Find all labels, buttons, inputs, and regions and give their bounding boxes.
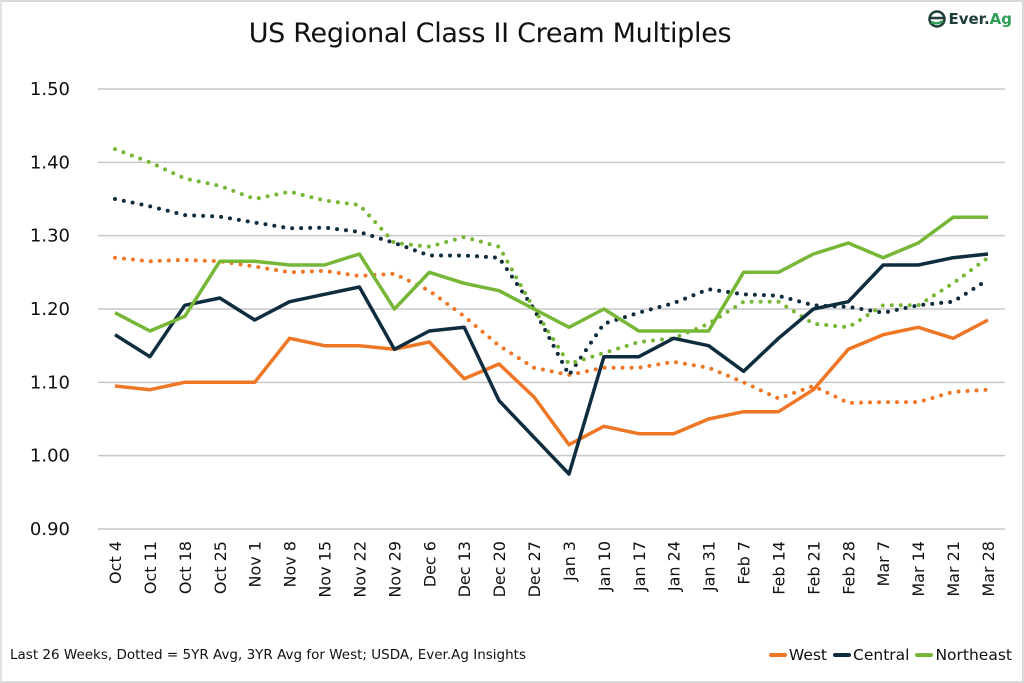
- y-tick-label: 1.30: [30, 226, 70, 247]
- legend-swatch-central: [833, 653, 852, 657]
- x-tick-label: Oct 25: [211, 541, 230, 594]
- x-tick-label: Oct 11: [141, 541, 160, 594]
- legend-label-west: West: [788, 646, 828, 664]
- ever-ag-logo-icon: [928, 10, 947, 28]
- x-tick-label: Nov 1: [246, 541, 265, 588]
- x-tick-label: Jan 31: [700, 541, 719, 592]
- y-axis-ticks: 1.50 1.40 1.30 1.20 1.10 1.00 0.90: [30, 79, 70, 540]
- chart-legend: West Central Northeast: [768, 646, 1012, 664]
- x-tick-label: Dec 13: [455, 541, 474, 597]
- x-tick-label: Oct 18: [176, 541, 195, 594]
- ever-ag-logo: Ever. Ag: [928, 10, 1012, 28]
- y-tick-label: 1.20: [30, 299, 70, 320]
- legend-swatch-west: [768, 653, 787, 657]
- y-tick-label: 1.10: [30, 372, 70, 393]
- x-tick-label: Feb 14: [769, 541, 788, 595]
- x-tick-label: Nov 15: [316, 541, 335, 598]
- series-line-northeast: [114, 215, 988, 333]
- chart-footnote: Last 26 Weeks, Dotted = 5YR Avg, 3YR Avg…: [10, 647, 526, 663]
- y-tick-label: 1.50: [30, 79, 70, 100]
- x-tick-label: Oct 4: [106, 541, 125, 584]
- x-tick-label: Feb 28: [839, 541, 858, 595]
- x-axis-ticks: Oct 4 Oct 11 Oct 18 Oct 25 Nov 1 Nov 8 Nov 15 N…: [106, 541, 998, 598]
- x-tick-label: Dec 20: [490, 541, 509, 597]
- legend-label-northeast: Northeast: [935, 646, 1012, 664]
- x-tick-label: Dec 6: [420, 541, 439, 587]
- x-tick-label: Jan 24: [665, 541, 684, 592]
- series-line-northeast-5yr-avg: [113, 147, 990, 366]
- series-line-west: [114, 318, 989, 447]
- series-line-central-5yr-avg: [113, 197, 990, 377]
- x-tick-label: Jan 3: [560, 541, 579, 582]
- x-tick-label: Jan 17: [630, 541, 649, 592]
- x-tick-label: Feb 7: [735, 541, 754, 585]
- x-tick-label: Mar 14: [909, 541, 928, 597]
- series-line-west-3yr-avg: [113, 255, 990, 405]
- legend-item-west: West: [768, 646, 828, 664]
- legend-item-northeast: Northeast: [915, 646, 1012, 664]
- y-tick-label: 1.00: [30, 446, 70, 467]
- x-tick-label: Nov 22: [350, 541, 369, 598]
- chart-title: US Regional Class II Cream Multiples: [248, 18, 732, 49]
- series-line-central: [114, 252, 989, 476]
- x-tick-label: Nov 29: [385, 541, 404, 598]
- legend-swatch-northeast: [915, 653, 934, 657]
- x-tick-label: Feb 21: [804, 541, 823, 595]
- x-tick-label: Nov 8: [281, 541, 300, 588]
- legend-label-central: Central: [853, 646, 910, 664]
- series-lines: [113, 147, 990, 476]
- y-tick-label: 0.90: [30, 519, 70, 540]
- logo-text-accent: Ag: [989, 10, 1012, 28]
- x-tick-label: Mar 7: [874, 541, 893, 586]
- legend-item-central: Central: [833, 646, 909, 664]
- x-tick-label: Jan 10: [595, 541, 614, 592]
- x-tick-label: Mar 28: [979, 541, 998, 597]
- x-tick-label: Mar 21: [944, 541, 963, 597]
- x-tick-label: Dec 27: [525, 541, 544, 597]
- logo-text: Ever.: [948, 10, 990, 28]
- y-tick-label: 1.40: [30, 152, 70, 173]
